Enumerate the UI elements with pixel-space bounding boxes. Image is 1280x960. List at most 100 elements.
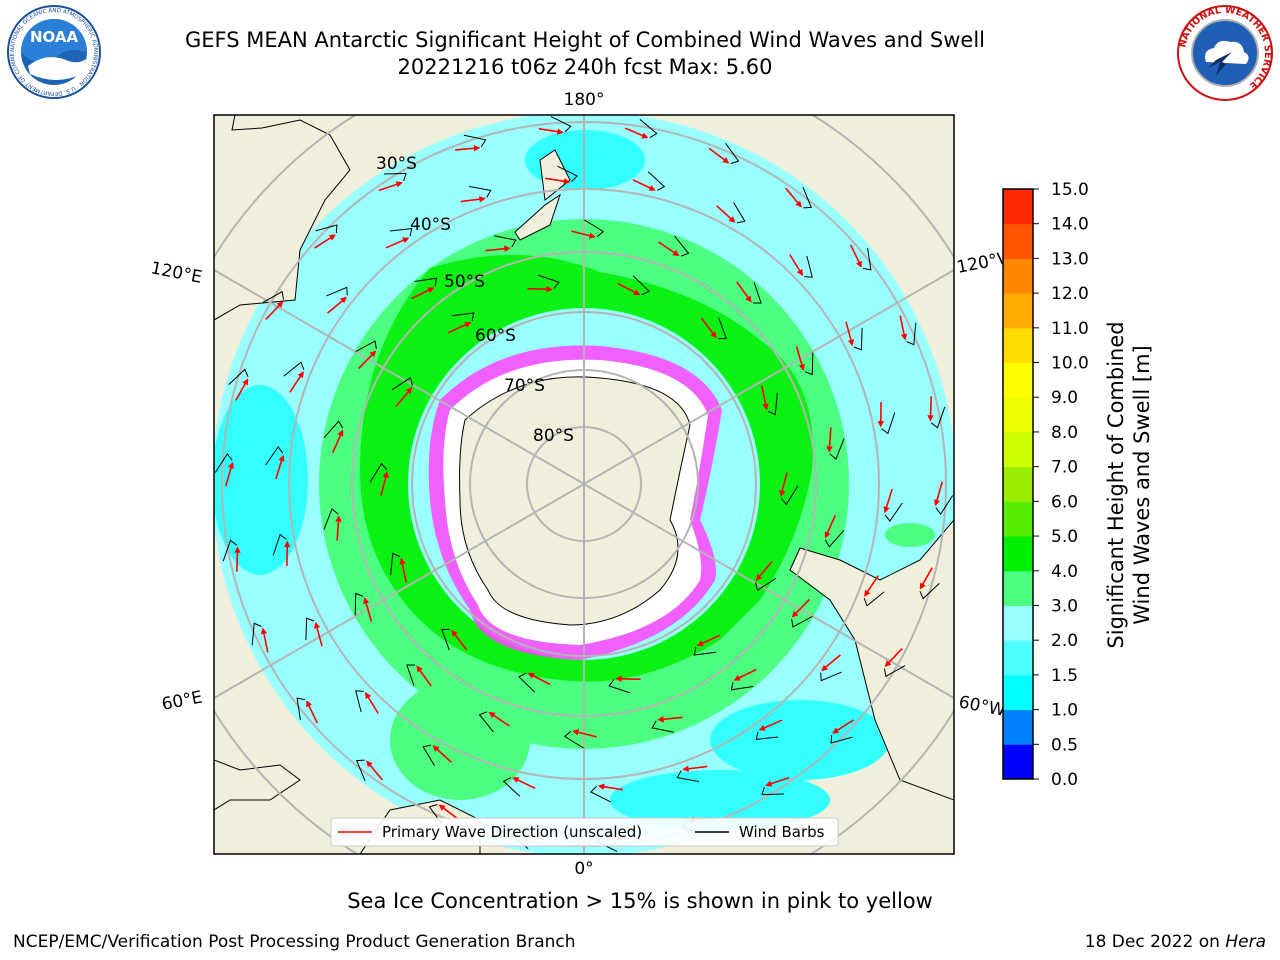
wind-barb <box>881 412 896 435</box>
wave-direction-arrow <box>761 385 769 411</box>
map-legend: Primary Wave Direction (unscaled) Wind B… <box>330 817 839 847</box>
legend-wind-label: Wind Barbs <box>739 823 825 841</box>
wind-barb <box>829 438 845 460</box>
wind-barb <box>383 172 407 182</box>
wind-barbs <box>214 116 954 852</box>
wind-barb <box>222 539 238 562</box>
noaa-logo-text: NOAA <box>30 28 79 46</box>
colorbar-tick-label: 0.5 <box>1051 735 1078 755</box>
wave-direction-arrow <box>399 557 407 583</box>
wind-barb <box>315 224 338 234</box>
wind-barb <box>296 697 306 720</box>
colorbar-segment <box>1003 674 1033 711</box>
graticule <box>214 115 954 854</box>
wave-direction-arrow <box>485 245 511 252</box>
wave-direction-arrow <box>708 147 730 164</box>
wave-direction-arrow <box>538 127 564 135</box>
wave-direction-arrow <box>785 187 802 208</box>
colorbar-tick-label: 12.0 <box>1051 284 1089 304</box>
wave-direction-arrow <box>624 127 649 139</box>
wind-barb <box>550 116 572 133</box>
wind-barb <box>391 377 413 391</box>
wave-direction-arrow <box>884 648 903 667</box>
colorbar-tick-label: 10.0 <box>1051 354 1089 374</box>
wave-direction-arrow <box>335 515 342 541</box>
wave-direction-arrow <box>395 387 413 407</box>
colorbar-tick-label: 6.0 <box>1051 492 1078 512</box>
wind-barb <box>802 186 813 209</box>
low-wave-patch-south <box>710 700 890 780</box>
footer-machine: Hera <box>1225 932 1266 952</box>
wave-direction-arrow <box>864 575 879 597</box>
lat-label-40s: 40°S <box>410 215 451 235</box>
colorbar-tick-label: 15.0 <box>1051 180 1089 200</box>
wind-barb <box>463 134 487 147</box>
colorbar-segment <box>1003 397 1033 433</box>
colorbar-segment <box>1003 536 1033 572</box>
wind-barb <box>228 368 249 385</box>
colorbar-tick-label: 1.5 <box>1051 666 1078 686</box>
wave-direction-arrow <box>438 804 460 821</box>
wind-barb <box>441 628 450 651</box>
wind-barb <box>651 720 674 733</box>
wave-direction-arrow <box>527 672 551 686</box>
wave-direction-arrow <box>849 244 862 268</box>
wave-direction-arrow <box>265 301 284 320</box>
wind-barb <box>563 731 584 749</box>
wave-direction-arrow <box>225 461 235 487</box>
wave-direction-arrow <box>755 561 773 581</box>
colorbar-segment <box>1003 501 1033 537</box>
wave-direction-arrow <box>358 350 377 370</box>
antarctica <box>459 376 691 626</box>
colorbar-tick-label: 2.0 <box>1051 631 1078 651</box>
wind-barb <box>884 502 903 522</box>
colorbar-segment <box>1003 640 1033 676</box>
wind-barb <box>494 235 517 248</box>
wind-barb <box>639 119 658 139</box>
wave-direction-arrow <box>789 254 803 276</box>
colorbar-tick-label: 4.0 <box>1051 562 1078 582</box>
wave-direction-arrow <box>572 729 597 738</box>
south-america <box>789 519 954 801</box>
wind-barb <box>676 770 699 782</box>
map-frame <box>213 114 955 855</box>
colorbar-segment <box>1003 744 1033 780</box>
wind-barb <box>791 615 813 628</box>
wind-barb <box>469 186 492 198</box>
colorbar-segment <box>1003 327 1033 364</box>
wave-direction-arrow <box>306 700 319 724</box>
wind-barb <box>919 583 940 600</box>
lat-label-70s: 70°S <box>504 376 545 396</box>
wave-direction-arrow <box>845 321 855 347</box>
wave-direction-arrow <box>448 321 472 334</box>
wave-direction-arrow <box>363 597 373 622</box>
wave-direction-arrow <box>826 427 833 453</box>
wave-direction-arrow <box>919 567 933 590</box>
wind-barb <box>389 228 413 237</box>
wind-barb <box>761 786 785 796</box>
footer-date: 18 Dec 2022 on Hera <box>1085 932 1266 952</box>
colorbar-tick-label: 0.0 <box>1051 770 1078 790</box>
colorbar-frame <box>1002 188 1034 780</box>
wind-barb <box>422 744 435 766</box>
footer-date-text: 18 Dec 2022 on <box>1084 932 1226 952</box>
wave-direction-arrow <box>432 745 452 763</box>
wind-barb <box>862 248 872 271</box>
wind-barb <box>537 274 560 289</box>
lon-label-180: 180° <box>564 90 605 110</box>
wave-direction-arrow <box>632 178 656 191</box>
wave-direction-arrow <box>733 668 757 681</box>
lat-label-60s: 60°S <box>475 326 516 346</box>
chart-subtitle: 20221216 t06z 240h fcst Max: 5.60 <box>397 55 773 79</box>
low-wave-patch-west <box>214 385 308 575</box>
wave-direction-arrow <box>488 711 510 727</box>
wind-barb <box>369 462 388 483</box>
colorbar-tick-label: 8.0 <box>1051 423 1078 443</box>
wave-direction-arrow <box>455 145 481 152</box>
wave-direction-arrow <box>234 546 241 572</box>
noaa-logo: NOAA NATIONAL OCEANIC AND ATMOSPHERIC AD… <box>6 4 101 99</box>
wave-direction-arrow <box>899 315 908 341</box>
wind-barb <box>755 731 779 740</box>
wind-barb <box>930 406 946 429</box>
colorbar-tick-label: 11.0 <box>1051 319 1089 339</box>
